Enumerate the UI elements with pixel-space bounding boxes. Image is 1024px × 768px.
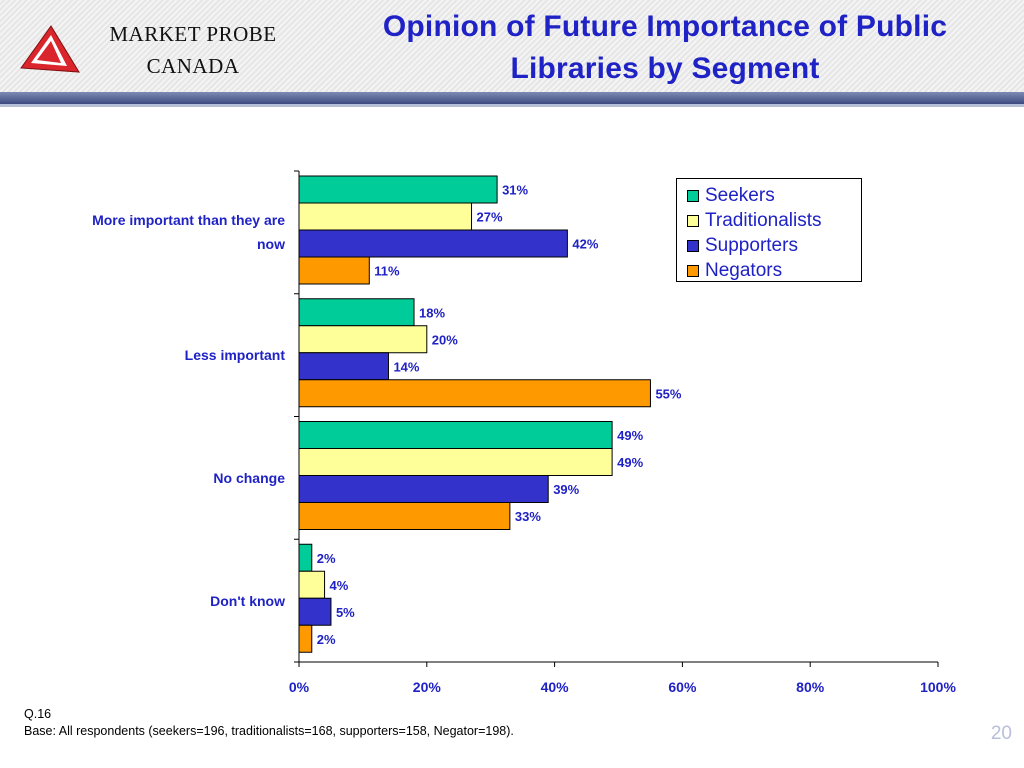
data-label: 20% <box>432 332 458 347</box>
bar-negators-no-change <box>298 502 511 530</box>
legend-item-seekers: Seekers <box>687 183 861 208</box>
category-label: No change <box>213 469 285 486</box>
data-label: 55% <box>655 386 681 401</box>
bar-seekers-no-change <box>298 421 613 449</box>
bar-supporters-less-important <box>298 352 389 381</box>
legend-swatch-traditionalists <box>687 214 699 227</box>
header-rule-light <box>0 104 1024 107</box>
logo-text-line2: CANADA <box>146 54 240 78</box>
bar-seekers-less-important <box>298 298 415 327</box>
data-label: 18% <box>419 305 445 320</box>
category-label: Less important <box>184 347 285 364</box>
slide-title-line2: Libraries by Segment <box>510 52 820 85</box>
header-band <box>0 0 1024 92</box>
data-label: 42% <box>572 237 598 252</box>
data-label: 5% <box>336 605 355 620</box>
data-label: 2% <box>317 632 336 647</box>
data-label: 2% <box>317 551 336 566</box>
data-label: 27% <box>477 210 503 225</box>
slide-number: 20 <box>990 723 1012 744</box>
legend-item-traditionalists: Traditionalists <box>687 208 861 233</box>
bar-traditionalists-don-t-know <box>298 570 326 599</box>
chart-legend: Seekers Traditionalists Supporters Negat… <box>676 178 862 282</box>
legend-swatch-seekers <box>687 189 699 202</box>
x-tick-label: 100% <box>920 679 956 695</box>
bar-seekers-don-t-know <box>298 543 313 572</box>
legend-label: Negators <box>705 259 783 281</box>
header-rule <box>0 92 1024 104</box>
bar-supporters-more-important-than-they-are-now <box>298 229 568 258</box>
logo-text-line1: MARKET PROBE <box>109 22 277 46</box>
bar-negators-more-important-than-they-are-now <box>298 256 370 285</box>
legend-item-negators: Negators <box>687 258 861 283</box>
x-tick-label: 20% <box>413 679 442 695</box>
x-tick-label: 0% <box>289 679 310 695</box>
legend-label: Supporters <box>705 234 798 256</box>
legend-label: Traditionalists <box>705 209 822 231</box>
data-label: 31% <box>502 183 528 198</box>
category-label: Don't know <box>210 592 285 609</box>
x-tick-label: 40% <box>541 679 570 695</box>
data-label: 11% <box>374 264 400 279</box>
category-label: More important than they are now <box>92 212 285 253</box>
bar-negators-don-t-know <box>298 624 313 653</box>
legend-swatch-negators <box>687 264 699 277</box>
legend-swatch-supporters <box>687 239 699 252</box>
bar-negators-less-important <box>298 379 651 408</box>
bar-supporters-no-change <box>298 475 549 503</box>
data-label: 49% <box>617 428 643 443</box>
footnote-question: Q.16 <box>24 707 52 721</box>
bar-chart: 31% 27% 42% 11% 18% 20% 14% 55% 49% 49% 39% 33% 2% 4%… <box>289 170 956 695</box>
bar-traditionalists-more-important-than-they-are-now <box>298 202 473 231</box>
data-label: 4% <box>330 578 349 593</box>
data-label: 49% <box>617 455 643 470</box>
bar-seekers-more-important-than-they-are-now <box>298 175 498 204</box>
logo-triangle-icon <box>20 25 80 73</box>
legend-label: Seekers <box>705 184 775 206</box>
legend-item-supporters: Supporters <box>687 233 861 258</box>
x-tick-label: 60% <box>668 679 697 695</box>
footnote-base: Base: All respondents (seekers=196, trad… <box>24 724 514 738</box>
slide-title-line1: Opinion of Future Importance of Public <box>382 10 948 43</box>
data-label: 33% <box>515 509 541 524</box>
bar-traditionalists-less-important <box>298 325 428 354</box>
x-tick-label: 80% <box>796 679 825 695</box>
bar-supporters-don-t-know <box>298 597 332 626</box>
data-label: 14% <box>393 359 419 374</box>
bar-traditionalists-no-change <box>298 448 613 476</box>
data-label: 39% <box>553 482 579 497</box>
